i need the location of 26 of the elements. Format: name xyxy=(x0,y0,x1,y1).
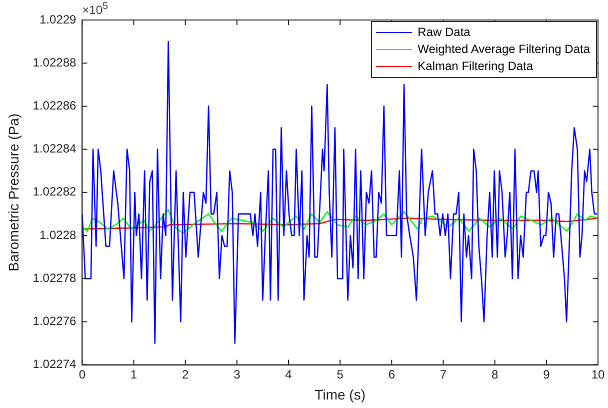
x-tick-label: 2 xyxy=(182,367,189,382)
x-tick-label: 8 xyxy=(491,367,498,382)
y-tick-label: 1.02276 xyxy=(32,314,76,328)
legend-label: Raw Data xyxy=(418,24,470,41)
y-tick-label: 1.02288 xyxy=(32,55,76,70)
x-tick-label: 4 xyxy=(285,367,292,382)
x-tick-label: 7 xyxy=(440,367,447,382)
legend-label: Kalman Filtering Data xyxy=(418,58,534,75)
y-tick-label: 1.02286 xyxy=(32,98,76,113)
x-tick-label: 10 xyxy=(591,367,605,382)
legend-label: Weighted Average Filtering Data xyxy=(418,41,590,58)
y-tick-label: 1.02284 xyxy=(32,142,76,156)
y-axis-title: Barometric Pressure (Pa) xyxy=(5,113,22,272)
x-tick-label: 1 xyxy=(130,367,138,382)
text: ×10$^{5}$ xyxy=(82,1,108,17)
x-tick-label: 3 xyxy=(234,367,241,382)
y-tick-label: 1.0229 xyxy=(39,12,77,26)
y-tick-label: 1.0228 xyxy=(39,228,77,242)
x-tick-label: 9 xyxy=(543,367,550,382)
x-axis-title: Time (s) xyxy=(314,386,366,402)
y-tick-label: 1.02282 xyxy=(32,184,76,199)
x-tick-label: 0 xyxy=(78,367,86,382)
y-tick-label: 1.02274 xyxy=(32,357,76,372)
x-tick-label: 6 xyxy=(388,367,396,382)
x-tick-label: 5 xyxy=(336,367,344,382)
y-tick-label: 1.02278 xyxy=(32,270,76,285)
